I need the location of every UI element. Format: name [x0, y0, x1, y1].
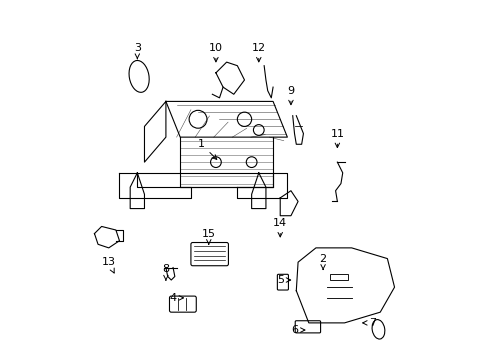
Text: 12: 12 [251, 43, 265, 62]
Text: 8: 8 [162, 264, 169, 280]
Text: 2: 2 [319, 253, 326, 269]
Text: 10: 10 [208, 43, 223, 62]
Text: 13: 13 [102, 257, 116, 273]
Text: 9: 9 [287, 86, 294, 105]
Text: 7: 7 [362, 318, 376, 328]
Text: 1: 1 [198, 139, 216, 159]
Text: 3: 3 [134, 43, 141, 59]
Text: 11: 11 [330, 129, 344, 148]
Text: 14: 14 [273, 218, 286, 237]
Text: 6: 6 [290, 325, 305, 335]
Bar [329, 274, 347, 280]
Text: 5: 5 [276, 275, 290, 285]
Text: 15: 15 [202, 229, 215, 244]
Text: 4: 4 [169, 293, 183, 303]
